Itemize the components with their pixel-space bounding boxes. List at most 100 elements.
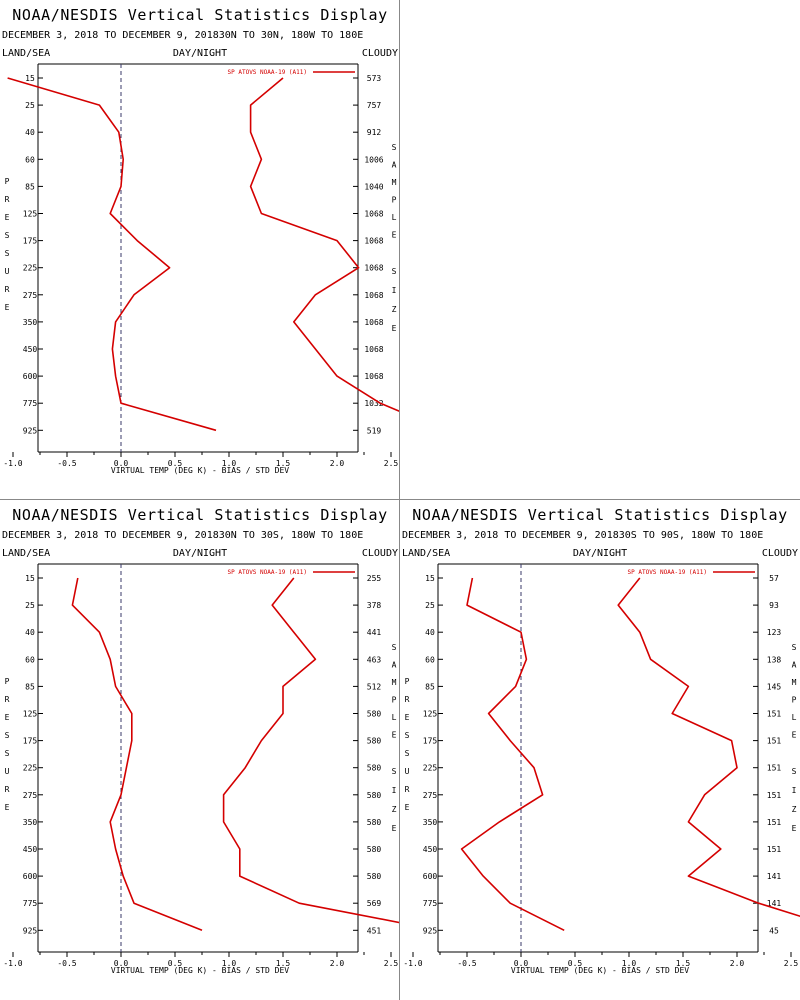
x-tick-label: -1.0: [3, 459, 22, 468]
x-axis-label: VIRTUAL TEMP (DEG K) - BIAS / STD DEV: [111, 966, 289, 975]
sample-axis-letter: L: [392, 213, 397, 222]
legend-label: SP ATOVS NOAA-19 (A11): [228, 69, 307, 76]
sample-size-label: 573: [367, 74, 382, 83]
sample-size-label: 57: [769, 574, 779, 583]
sample-axis-letter: A: [792, 661, 797, 670]
pressure-level-label: 85: [25, 182, 35, 191]
x-tick-label: 0.5: [168, 959, 183, 968]
x-tick-label: 1.0: [622, 959, 637, 968]
chart-title: NOAA/NESDIS Vertical Statistics Display: [12, 6, 388, 24]
pressure-axis-letter: S: [5, 749, 10, 758]
sample-size-label: 512: [367, 682, 382, 691]
sample-axis-letter: P: [392, 196, 397, 205]
pressure-level-label: 350: [423, 818, 438, 827]
pressure-axis-letter: S: [5, 249, 10, 258]
sample-size-label: 580: [367, 791, 382, 800]
size-axis-letter: I: [792, 786, 797, 795]
pressure-level-label: 40: [425, 628, 435, 637]
sample-axis-letter: A: [392, 161, 397, 170]
pressure-level-label: 350: [23, 818, 38, 827]
cloudy-label: CLOUDY: [362, 48, 398, 59]
chart-svg: NOAA/NESDIS Vertical Statistics Display D…: [2, 6, 400, 475]
pressure-level-label: 25: [25, 101, 35, 110]
pressure-level-label: 225: [423, 764, 438, 773]
sample-axis-letter: S: [792, 643, 797, 652]
x-tick-label: 1.0: [222, 459, 237, 468]
pressure-level-label: 175: [23, 737, 38, 746]
cloudy-label: CLOUDY: [362, 548, 398, 559]
pressure-axis-letter: U: [405, 767, 410, 776]
x-tick-label: 1.5: [676, 959, 691, 968]
sample-axis-letter: L: [792, 713, 797, 722]
size-axis-letter: S: [392, 267, 397, 276]
x-tick-label: 1.5: [276, 959, 291, 968]
x-tick-label: 2.5: [784, 959, 799, 968]
pressure-level-label: 40: [25, 628, 35, 637]
x-tick-label: 0.0: [114, 959, 129, 968]
chart-subtitle: DECEMBER 3, 2018 TO DECEMBER 9, 201830N …: [2, 30, 363, 41]
sample-size-label: 1068: [364, 210, 383, 219]
sample-size-label: 580: [367, 710, 382, 719]
sample-size-label: 151: [767, 845, 782, 854]
pressure-axis-letter: R: [405, 695, 410, 704]
series-line-std-dev: [249, 77, 400, 413]
pressure-level-label: 85: [425, 682, 435, 691]
pressure-axis-letter: E: [405, 803, 410, 812]
sample-axis-letter: E: [792, 731, 797, 740]
pressure-level-label: 25: [25, 601, 35, 610]
x-tick-label: 2.5: [384, 459, 399, 468]
x-tick-label: 0.5: [168, 459, 183, 468]
x-axis-label: VIRTUAL TEMP (DEG K) - BIAS / STD DEV: [511, 966, 689, 975]
x-tick-label: 1.5: [276, 459, 291, 468]
pressure-axis-letter: P: [405, 677, 410, 686]
sample-size-label: 1068: [364, 318, 383, 327]
pressure-level-label: 600: [23, 872, 38, 881]
size-axis-letter: E: [392, 324, 397, 333]
pressure-axis-letter: R: [405, 785, 410, 794]
pressure-axis-letter: U: [5, 767, 10, 776]
pressure-level-label: 15: [425, 574, 435, 583]
sample-axis-letter: M: [392, 178, 397, 187]
sample-size-label: 141: [767, 872, 782, 881]
pressure-level-label: 275: [23, 291, 38, 300]
land-sea-label: LAND/SEA: [2, 548, 50, 559]
sample-size-label: 141: [767, 899, 782, 908]
pressure-axis-letter: E: [5, 213, 10, 222]
x-tick-label: 0.0: [114, 459, 129, 468]
sample-axis-letter: M: [792, 678, 797, 687]
sample-size-label: 151: [767, 791, 782, 800]
pressure-level-label: 175: [23, 237, 38, 246]
size-axis-letter: S: [792, 767, 797, 776]
sample-size-label: 580: [367, 737, 382, 746]
x-tick-label: 0.5: [568, 959, 583, 968]
pressure-level-label: 125: [423, 710, 438, 719]
pressure-level-label: 60: [25, 655, 35, 664]
chart-svg: NOAA/NESDIS Vertical Statistics Display D…: [2, 506, 400, 975]
size-axis-letter: Z: [392, 305, 397, 314]
pressure-level-label: 60: [425, 655, 435, 664]
x-tick-label: -1.0: [403, 959, 422, 968]
pressure-axis-letter: P: [5, 177, 10, 186]
pressure-level-label: 225: [23, 764, 38, 773]
sample-axis-letter: P: [792, 696, 797, 705]
sample-size-label: 151: [767, 764, 782, 773]
sample-size-label: 519: [367, 426, 382, 435]
pressure-axis-letter: S: [405, 731, 410, 740]
chart-subtitle: DECEMBER 3, 2018 TO DECEMBER 9, 201830S …: [402, 530, 763, 541]
legend-label: SP ATOVS NOAA-19 (A11): [228, 569, 307, 576]
chart-title: NOAA/NESDIS Vertical Statistics Display: [412, 506, 788, 524]
pressure-axis-letter: U: [5, 267, 10, 276]
sample-size-label: 580: [367, 872, 382, 881]
pressure-level-label: 125: [23, 710, 38, 719]
sample-size-label: 1068: [364, 345, 383, 354]
pressure-level-label: 15: [25, 574, 35, 583]
sample-size-label: 45: [769, 926, 779, 935]
size-axis-letter: I: [392, 286, 397, 295]
series-line-bias: [71, 577, 203, 932]
pressure-level-label: 775: [23, 399, 38, 408]
pressure-axis-letter: S: [5, 231, 10, 240]
sample-size-label: 93: [769, 601, 779, 610]
sample-size-label: 912: [367, 128, 382, 137]
pressure-axis-letter: P: [5, 677, 10, 686]
sample-axis-letter: P: [392, 696, 397, 705]
